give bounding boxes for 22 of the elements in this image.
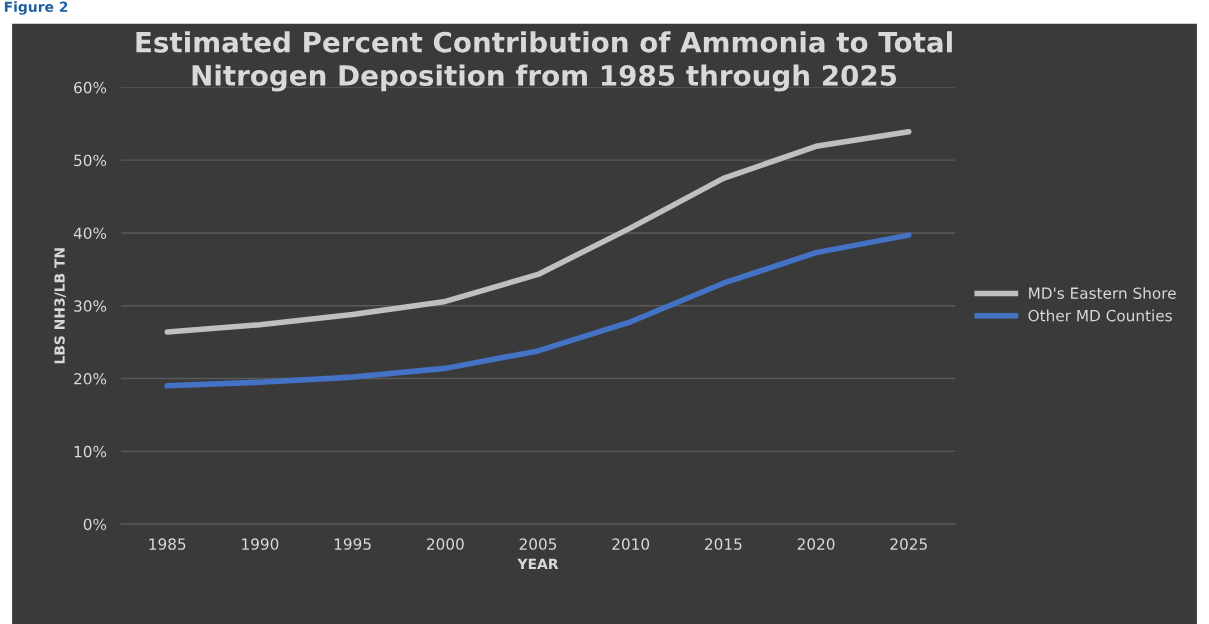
x-tick-label: 1990 xyxy=(242,538,279,550)
y-tick-label: 30% xyxy=(74,300,107,312)
legend-label: Other MD Counties xyxy=(1028,309,1172,322)
y-tick-label: 40% xyxy=(73,227,107,239)
x-tick-label: 2010 xyxy=(612,538,650,550)
chart-title: Estimated Percent Contribution of Ammonia to Total Nitrogen Deposition from 1985 through 2025 xyxy=(136,31,952,92)
x-tick-label: 1985 xyxy=(149,538,186,550)
x-axis-title: YEAR xyxy=(517,558,559,569)
y-tick-label: 0% xyxy=(83,518,107,531)
y-tick-label: 10% xyxy=(74,445,107,458)
x-tick-label: 2020 xyxy=(797,538,835,550)
x-tick-label: 2025 xyxy=(890,538,927,550)
x-tick-label: 2000 xyxy=(426,538,464,550)
caption: Figure 2 xyxy=(4,1,68,15)
y-tick-label: 60% xyxy=(74,81,107,94)
y-tick-label: 20% xyxy=(74,373,107,385)
legend-label: MD's Eastern Shore xyxy=(1029,287,1176,299)
y-axis-title: LBS NH3/LB TN xyxy=(54,248,66,364)
x-tick-label: 2015 xyxy=(705,538,742,550)
x-tick-label: 1995 xyxy=(334,538,371,550)
x-tick-label: 2005 xyxy=(519,538,557,550)
y-tick-label: 50% xyxy=(74,154,107,167)
